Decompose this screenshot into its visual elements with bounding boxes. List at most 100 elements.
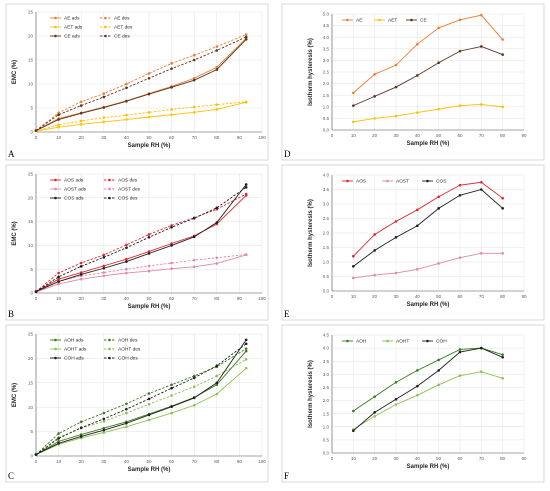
data-point xyxy=(57,440,60,443)
x-tick-label: 0 xyxy=(331,133,334,138)
legend-label: AOS ads xyxy=(64,178,84,184)
legend-marker xyxy=(54,34,57,38)
data-point xyxy=(215,383,219,387)
legend-item: AE des xyxy=(100,16,130,22)
data-point xyxy=(125,257,128,261)
y-tick-label: 0 xyxy=(30,130,33,135)
data-point xyxy=(34,129,38,132)
data-point xyxy=(192,105,196,109)
data-point xyxy=(437,207,440,210)
data-point xyxy=(102,420,106,423)
x-tick-label: 0 xyxy=(35,459,38,464)
data-point xyxy=(192,78,196,82)
data-point xyxy=(125,99,128,103)
y-tick-label: 5 xyxy=(30,106,33,111)
legend-marker xyxy=(426,179,429,183)
series-aoht-ads xyxy=(34,366,248,456)
data-point xyxy=(147,392,151,395)
legend-label: CE xyxy=(420,18,427,24)
series-line xyxy=(35,339,247,455)
data-point xyxy=(394,114,398,118)
series-line xyxy=(35,254,247,293)
y-tick-label: 0.0 xyxy=(323,128,330,133)
data-point xyxy=(79,123,83,126)
series-ce-ads xyxy=(34,38,248,132)
data-point xyxy=(125,118,128,121)
legend-label: AOHT des xyxy=(118,347,141,353)
panel-letter: F xyxy=(284,471,289,481)
data-point xyxy=(57,432,60,435)
chart-panel-b: 0 5 10 15 20 25 0 10 20 30 40 50 60 70 80 90 100 Sample R… xyxy=(5,164,269,321)
data-point xyxy=(147,269,151,273)
data-point xyxy=(458,374,462,377)
data-point xyxy=(416,74,419,77)
data-point xyxy=(125,246,128,250)
legend-item: CE des xyxy=(100,34,130,40)
data-point xyxy=(57,277,60,281)
data-point xyxy=(192,403,196,407)
y-tick-label: 1.0 xyxy=(323,104,330,109)
data-point xyxy=(215,65,219,69)
data-point xyxy=(352,409,355,413)
data-point xyxy=(147,72,151,75)
data-point xyxy=(125,271,128,275)
data-point xyxy=(394,271,398,275)
series-coh xyxy=(352,346,504,433)
x-tick-label: 80 xyxy=(500,456,506,461)
data-point xyxy=(125,407,128,411)
x-tick-label: 10 xyxy=(56,459,62,464)
x-tick-label: 50 xyxy=(436,133,442,138)
panel-letter: C xyxy=(8,471,14,481)
x-tick-label: 90 xyxy=(237,296,243,301)
y-tick-label: 2.0 xyxy=(323,81,330,86)
series-line xyxy=(35,101,247,132)
data-point xyxy=(125,243,128,247)
legend-label: COS ads xyxy=(64,196,84,202)
legend-label: AOS des xyxy=(118,178,138,184)
y-tick-label: 20 xyxy=(28,195,34,200)
y-axis-title: Isotherm hysteresis (%) xyxy=(308,199,314,267)
data-point xyxy=(170,411,173,415)
data-point xyxy=(125,402,128,406)
data-point xyxy=(34,453,38,456)
y-tick-label: 15 xyxy=(28,219,34,224)
data-point xyxy=(244,347,248,350)
data-point xyxy=(170,383,173,387)
legend-marker xyxy=(108,196,111,200)
data-point xyxy=(170,224,173,227)
legend-item: AOS des xyxy=(104,178,138,184)
x-tick-label: 90 xyxy=(521,456,527,461)
x-tick-label: 90 xyxy=(521,133,527,138)
series-line xyxy=(35,367,247,455)
data-point xyxy=(192,58,196,62)
legend-marker xyxy=(386,179,389,183)
data-point xyxy=(352,254,355,258)
data-point xyxy=(215,108,219,111)
y-tick-label: 15 xyxy=(28,380,34,385)
data-point xyxy=(147,418,151,422)
y-axis-title: EMC (%) xyxy=(12,60,18,84)
data-point xyxy=(215,262,219,265)
data-point xyxy=(373,395,376,398)
panel-letter: A xyxy=(8,149,15,159)
y-tick-label: 2.0 xyxy=(323,398,330,403)
legend-label: AOST ads xyxy=(64,187,87,193)
data-point xyxy=(416,224,419,228)
data-point xyxy=(352,276,355,280)
data-point xyxy=(125,425,128,429)
x-tick-label: 50 xyxy=(436,456,442,461)
data-point xyxy=(244,253,248,256)
data-point xyxy=(416,267,419,271)
data-point xyxy=(102,417,106,421)
data-point xyxy=(437,262,440,265)
data-point xyxy=(244,192,248,196)
data-point xyxy=(352,91,355,95)
x-tick-label: 80 xyxy=(500,133,506,138)
legend-marker xyxy=(104,25,107,29)
data-point xyxy=(125,113,128,117)
legend-marker xyxy=(108,178,111,182)
data-point xyxy=(125,86,128,90)
data-point xyxy=(192,396,196,400)
y-tick-label: 2.5 xyxy=(323,216,330,221)
legend: AOH ads AOH des AOHT ads AOHT des COH ads COH… xyxy=(50,338,141,362)
